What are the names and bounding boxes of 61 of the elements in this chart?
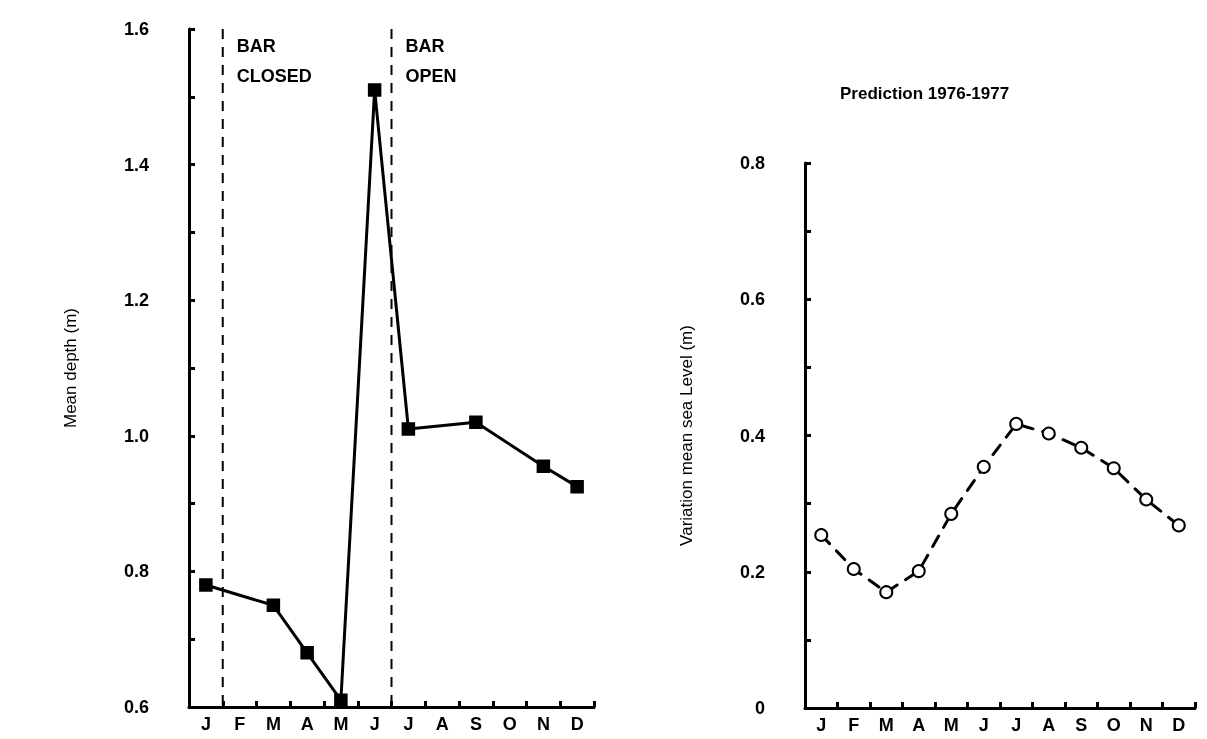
point: [814, 527, 829, 542]
y-tick-label: 0.2: [739, 561, 765, 582]
point: [367, 83, 382, 97]
point: [469, 415, 483, 429]
annotation: BAR CLOSED: [236, 36, 312, 86]
point: [911, 564, 926, 579]
x-tick-label: M: [333, 714, 349, 734]
y-axis-title: Mean depth (m): [61, 308, 80, 428]
point: [570, 479, 584, 494]
x-tick-label: D: [570, 714, 584, 734]
point: [536, 459, 551, 474]
point: [199, 578, 213, 592]
x-tick-label: A: [1042, 715, 1056, 735]
x-tick-label: S: [1075, 715, 1088, 735]
point: [1106, 461, 1121, 476]
x-tick-label: J: [816, 715, 827, 735]
x-tick-label: J: [403, 714, 414, 734]
point: [300, 646, 314, 660]
x-tick-label: S: [469, 714, 482, 734]
point: [976, 459, 991, 474]
y-tick-label: 1.4: [123, 154, 149, 175]
y-tick-label: 0.6: [739, 289, 765, 310]
annotation: BAR OPEN: [405, 36, 457, 86]
point: [1041, 426, 1056, 441]
x-tick-label: O: [502, 714, 517, 734]
y-tick-label: 0.6: [123, 697, 149, 717]
point: [1139, 492, 1154, 507]
y-tick-label: 0.4: [739, 425, 765, 446]
x-tick-label: N: [536, 714, 550, 734]
x-tick-label: J: [200, 714, 211, 734]
y-axis-title: Variation mean sea Level (m): [677, 325, 696, 546]
point: [401, 422, 416, 436]
point: [1009, 416, 1024, 431]
y-tick-label: 1.0: [123, 425, 149, 446]
y-tick-label: 0.8: [123, 561, 149, 582]
x-tick-label: O: [1106, 715, 1121, 735]
y-tick-label: 1.2: [123, 290, 149, 311]
chart-title: Prediction 1976-1977: [840, 84, 1010, 103]
x-tick-label: D: [1172, 715, 1186, 735]
x-tick-label: A: [300, 714, 314, 734]
point: [334, 693, 348, 707]
x-tick-label: A: [435, 714, 449, 734]
y-tick-label: 0.8: [739, 153, 765, 173]
x-tick-label: J: [1011, 715, 1022, 735]
point: [266, 598, 281, 613]
x-tick-label: M: [943, 715, 959, 735]
x-tick-label: M: [265, 714, 281, 734]
point: [846, 562, 861, 577]
x-tick-label: A: [912, 715, 926, 735]
point: [1171, 518, 1186, 533]
x-tick-label: J: [369, 714, 380, 734]
y-tick-label: 1.6: [123, 19, 149, 39]
x-tick-label: M: [878, 715, 894, 735]
x-tick-label: F: [234, 714, 246, 734]
x-tick-label: F: [848, 715, 860, 735]
x-tick-label: N: [1139, 715, 1153, 735]
x-tick-label: J: [978, 715, 989, 735]
point: [944, 506, 959, 521]
y-tick-label: 0: [754, 698, 765, 718]
point: [1074, 440, 1089, 455]
point: [879, 585, 894, 600]
